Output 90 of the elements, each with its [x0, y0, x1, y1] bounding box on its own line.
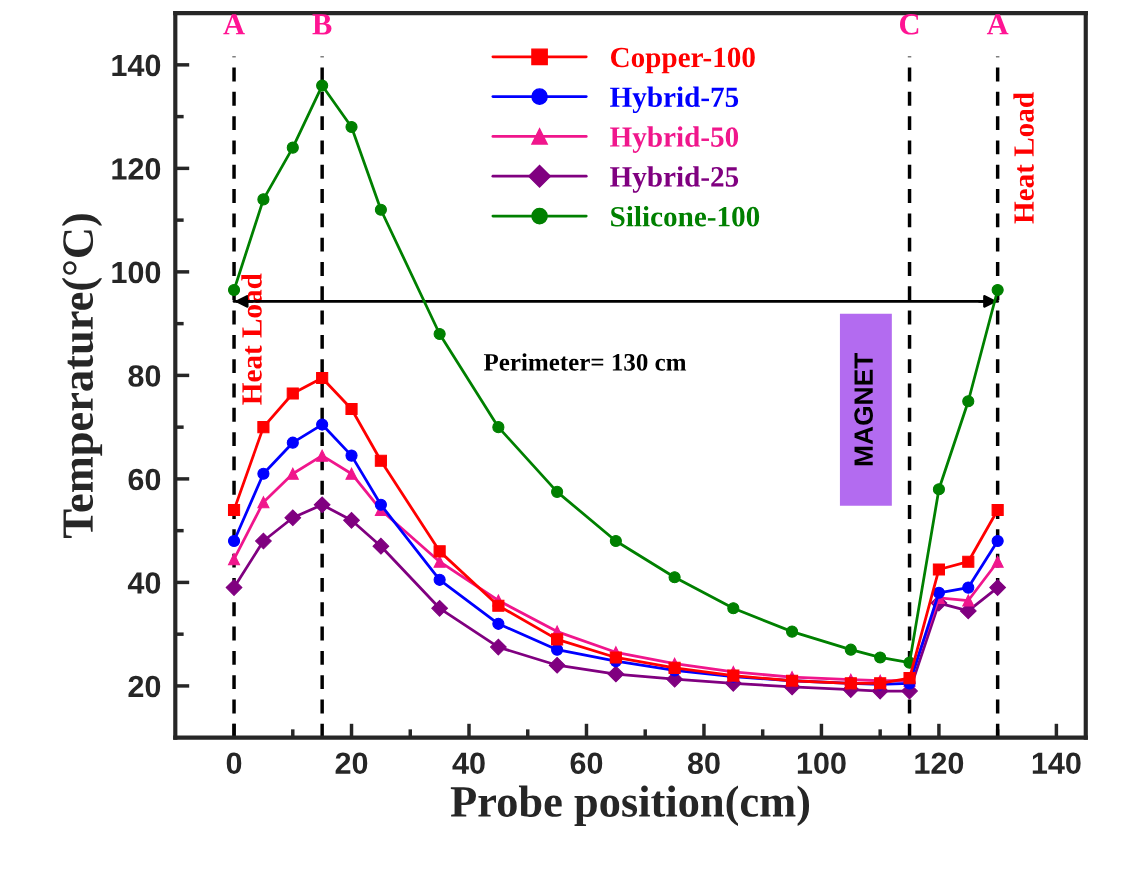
point [225, 579, 243, 596]
point [433, 327, 446, 341]
point [991, 534, 1004, 548]
point [932, 483, 945, 496]
point [227, 553, 241, 566]
x-tick-label: 140 [1032, 752, 1081, 775]
ref-line-label: A [223, 14, 245, 35]
point [962, 581, 975, 594]
point [257, 496, 270, 509]
ref-line-label: C [900, 14, 919, 35]
point [433, 545, 446, 558]
y-tick-label: 60 [128, 468, 161, 491]
point [607, 665, 625, 683]
point [962, 594, 975, 607]
point [932, 586, 945, 599]
point [609, 534, 622, 548]
y-tick-label: 80 [128, 365, 161, 387]
ref-line-label: B [312, 14, 332, 35]
point [313, 496, 331, 514]
point [492, 421, 505, 434]
point [492, 617, 505, 630]
point [227, 503, 241, 517]
point [492, 599, 505, 612]
annotation: Heat Load [1013, 92, 1034, 224]
legend-label: Copper-100 [610, 47, 755, 74]
y-tick-label: 140 [112, 54, 161, 77]
point [345, 467, 358, 480]
annotation: Perimeter= 130 cm [483, 353, 687, 371]
point [345, 120, 358, 134]
legend-label: Hybrid-50 [610, 126, 739, 153]
point [255, 532, 272, 550]
y-axis-title: Temperature(°C) [61, 214, 103, 538]
point [844, 643, 857, 656]
legend-label: Hybrid-75 [610, 86, 739, 114]
legend-label: Hybrid-25 [610, 166, 739, 193]
x-axis-title: Probe position(cm) [450, 785, 810, 826]
point [257, 467, 270, 480]
point [989, 579, 1007, 596]
ref-line-label: A [986, 14, 1009, 35]
x-tick-label: 40 [452, 752, 485, 775]
point [727, 602, 740, 615]
point [991, 555, 1004, 568]
point [962, 555, 975, 568]
point [551, 633, 564, 646]
point [962, 395, 975, 408]
y-tick-label: 20 [128, 675, 161, 698]
point [372, 537, 390, 555]
y-tick-label: 40 [127, 572, 161, 594]
point [374, 498, 387, 511]
point [374, 454, 387, 467]
point [316, 371, 329, 385]
point [257, 193, 270, 206]
point [551, 485, 564, 498]
point [345, 449, 358, 462]
annotation: Heat Load [241, 273, 262, 405]
point [785, 625, 799, 638]
point [345, 402, 358, 416]
point [668, 571, 681, 584]
point [991, 283, 1004, 297]
point [284, 509, 302, 527]
x-tick-label: 120 [915, 752, 964, 775]
point [609, 651, 622, 664]
x-tick-label: 0 [226, 752, 242, 775]
point [433, 573, 446, 586]
legend-label: Silicone-100 [611, 206, 760, 227]
point [316, 418, 329, 431]
point [932, 563, 945, 576]
y-tick-label: 120 [112, 158, 161, 180]
point [874, 651, 887, 664]
point [548, 656, 566, 674]
point [286, 387, 299, 400]
point [316, 449, 329, 462]
point [257, 421, 270, 434]
x-tick-label: 20 [335, 752, 368, 775]
point [343, 511, 360, 529]
point [286, 467, 299, 480]
point [227, 283, 241, 297]
point [431, 599, 449, 617]
y-tick-label: 100 [112, 261, 161, 284]
x-tick-label: 60 [570, 752, 603, 775]
x-tick-label: 80 [687, 752, 720, 775]
point [374, 203, 387, 216]
point [489, 638, 507, 656]
point [286, 436, 299, 449]
point [991, 503, 1004, 517]
annotation: MAGNET [854, 352, 873, 466]
point [286, 141, 299, 154]
point [227, 534, 241, 548]
point [316, 79, 329, 92]
x-tick-label: 100 [797, 752, 846, 775]
